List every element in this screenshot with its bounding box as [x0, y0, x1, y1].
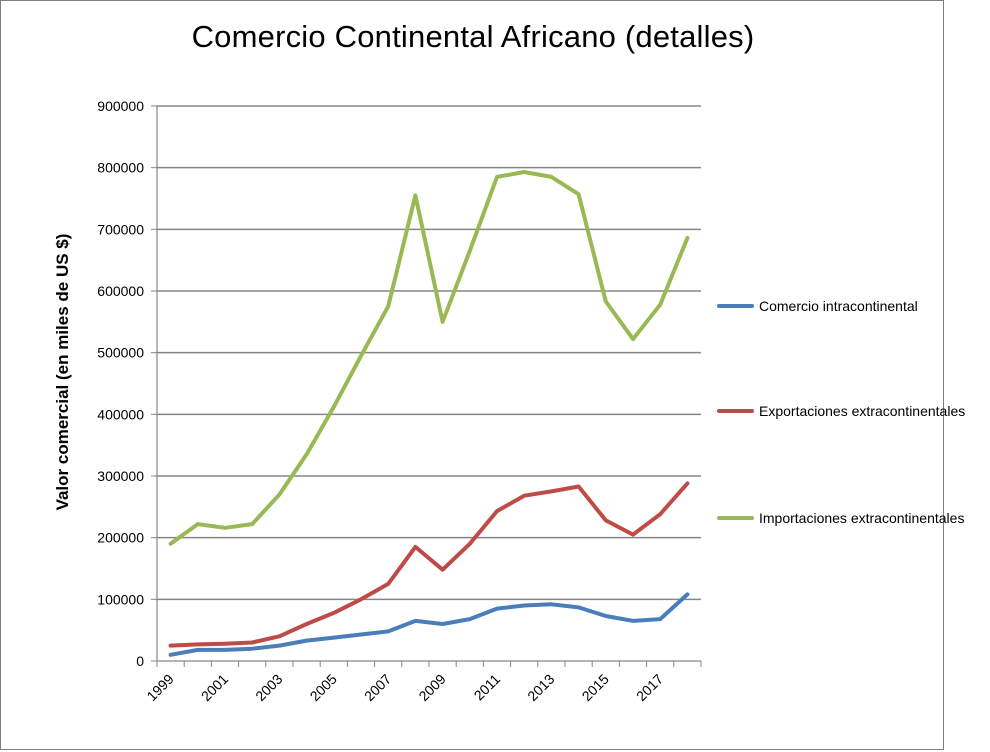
- x-tick-label: 2005: [307, 671, 340, 704]
- x-tick-label: 2001: [198, 671, 231, 704]
- y-tick-label: 800000: [97, 160, 144, 176]
- legend-label: Comercio intracontinental: [759, 298, 918, 314]
- series-line-3: [168, 170, 690, 546]
- x-tick-label: 2011: [471, 671, 504, 704]
- y-tick-label: 200000: [97, 530, 144, 546]
- x-tick-label: 2015: [579, 671, 612, 704]
- x-tick-label: 2013: [524, 671, 557, 704]
- y-tick-label: 600000: [97, 283, 144, 299]
- y-tick-label: 500000: [97, 345, 144, 361]
- series-line-1: [168, 592, 690, 657]
- x-tick-label: 1999: [143, 671, 176, 704]
- series-line-2: [168, 481, 690, 648]
- x-tick-label: 2007: [361, 671, 394, 704]
- y-tick-label: 100000: [97, 591, 144, 607]
- legend-label: Exportaciones extracontinentales: [759, 403, 965, 419]
- y-tick-label: 400000: [97, 406, 144, 422]
- y-tick-label: 900000: [97, 98, 144, 114]
- y-tick-label: 0: [136, 653, 144, 669]
- y-tick-label: 700000: [97, 221, 144, 237]
- x-tick-label: 2017: [633, 671, 666, 704]
- x-tick-label: 2003: [252, 671, 285, 704]
- x-tick-label: 2009: [415, 671, 448, 704]
- y-tick-label: 300000: [97, 468, 144, 484]
- chart-title: Comercio Continental Africano (detalles): [191, 19, 755, 54]
- legend-label: Importaciones extracontinentales: [759, 510, 964, 526]
